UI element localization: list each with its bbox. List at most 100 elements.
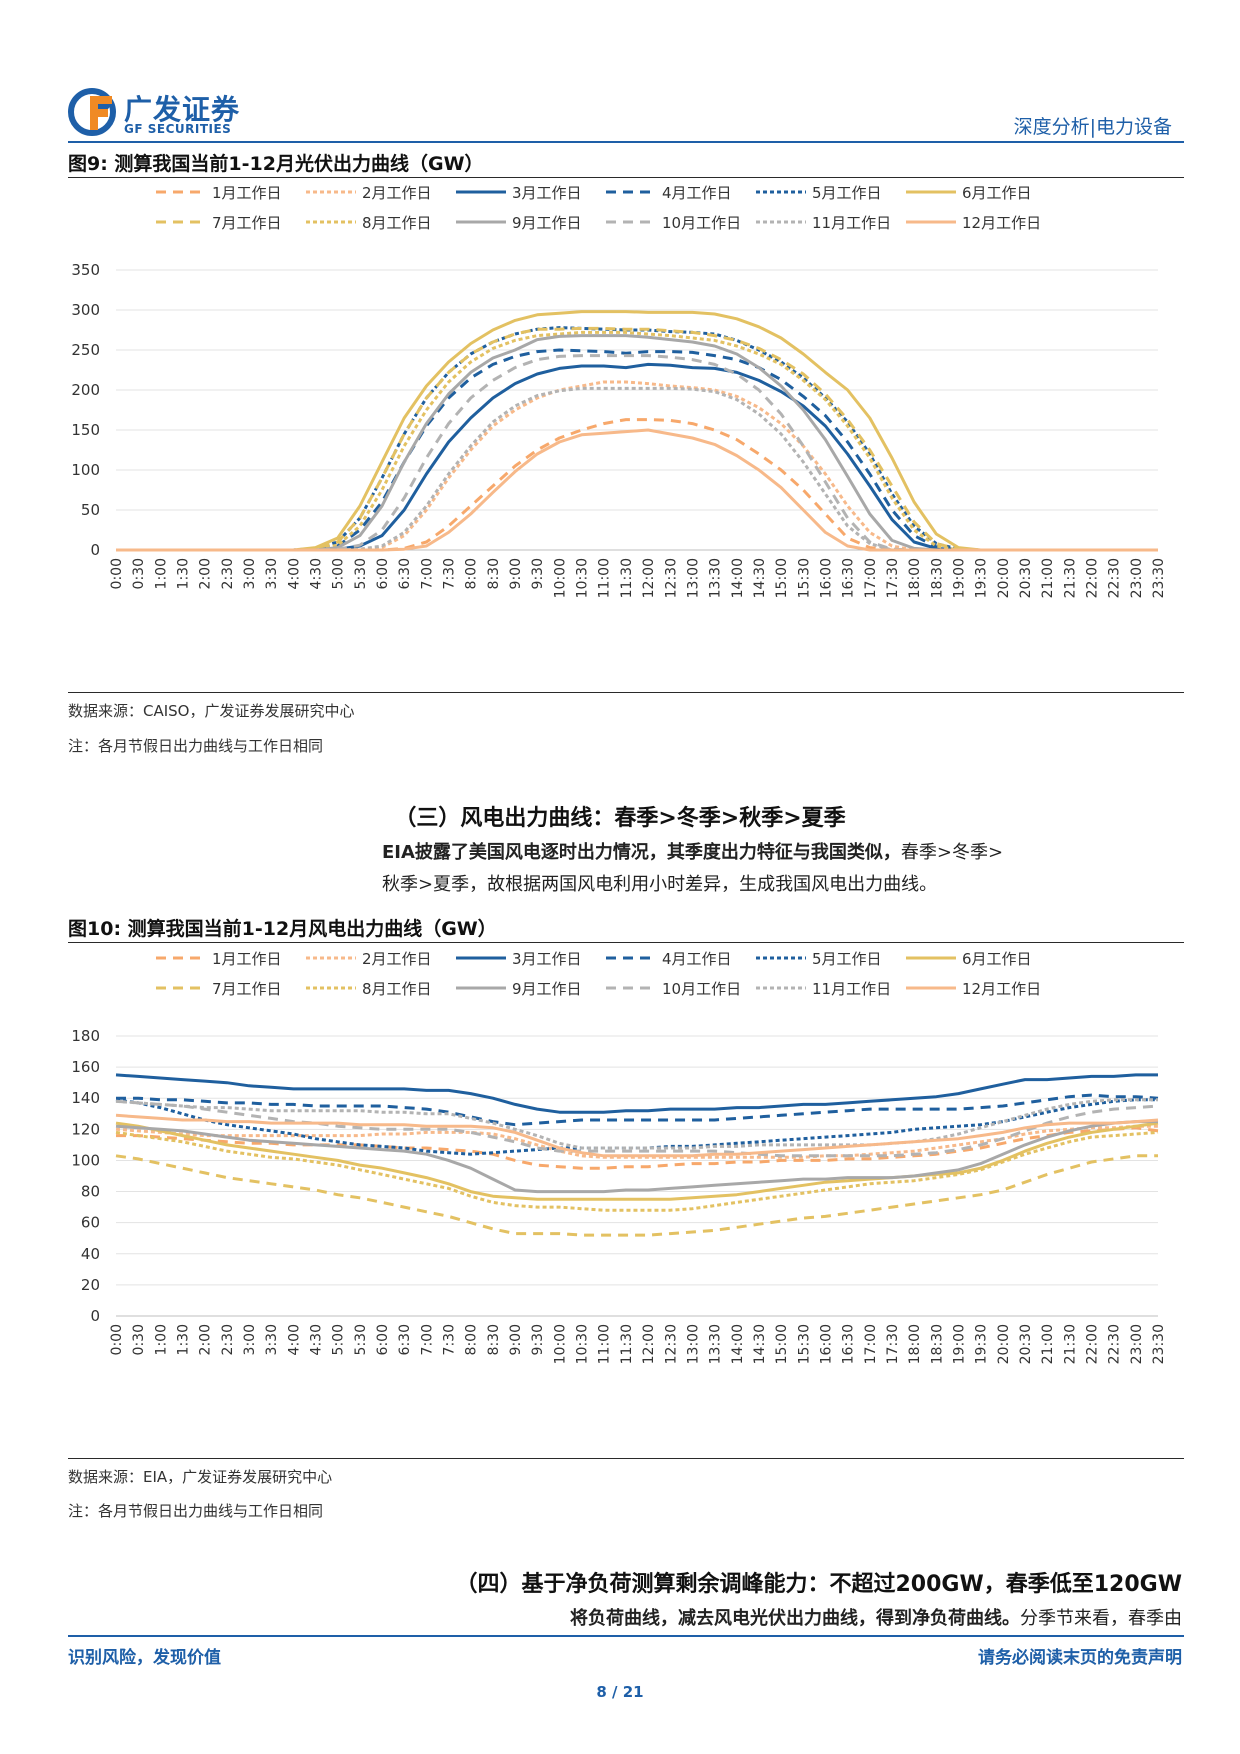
- fig10-legend-label: 5月工作日: [812, 950, 882, 968]
- fig10-x-tick-label: 0:00: [109, 1324, 125, 1355]
- fig10-x-tick-label: 18:30: [929, 1324, 945, 1364]
- fig10-x-tick-label: 12:00: [641, 1324, 657, 1364]
- fig10-x-tick-label: 11:00: [597, 1324, 613, 1364]
- fig9-x-tick-label: 0:00: [109, 558, 125, 589]
- fig9-x-tick-label: 22:00: [1084, 558, 1100, 598]
- fig10-legend-item: 2月工作日: [306, 950, 432, 968]
- fig9-x-tick-label: 14:30: [752, 558, 768, 598]
- fig9-bottom-rule: [68, 692, 1184, 693]
- fig9-x-tick-label: 13:30: [708, 558, 724, 598]
- fig9-x-tick-label: 16:00: [818, 558, 834, 598]
- fig9-x-tick-label: 21:30: [1062, 558, 1078, 598]
- fig10-series-line: [115, 1120, 1158, 1194]
- fig10-x-tick-label: 12:30: [663, 1324, 679, 1364]
- fig10-x-tick-label: 8:00: [464, 1324, 480, 1355]
- section3-para-rest1: 春季>冬季>: [900, 842, 1004, 863]
- fig9-x-tick-label: 8:00: [464, 558, 480, 589]
- fig10-x-tick-label: 13:00: [685, 1324, 701, 1364]
- fig10-x-tick-label: 6:00: [375, 1324, 391, 1355]
- fig9-x-tick-label: 5:00: [331, 558, 347, 589]
- fig9-series-line: [116, 380, 1158, 552]
- fig9-y-tick-label: 250: [71, 341, 100, 359]
- section4-heading: （四）基于净负荷测算剩余调峰能力：不超过200GW，春季低至120GW: [455, 1572, 1183, 1597]
- fig9-legend-item: 1月工作日: [156, 184, 282, 202]
- fig9-legend-label: 5月工作日: [812, 184, 882, 202]
- fig10-x-tick-label: 7:00: [419, 1324, 435, 1355]
- fig10-x-tick-label: 9:00: [508, 1324, 524, 1355]
- fig9-y-tick-label: 0: [90, 541, 100, 559]
- fig10-legend-label: 9月工作日: [512, 980, 582, 998]
- section4-paragraph: 将负荷曲线，减去风电光伏出力曲线，得到净负荷曲线。分季节来看，春季由: [570, 1604, 1182, 1630]
- fig10-x-tick-label: 5:30: [353, 1324, 369, 1355]
- fig10-x-tick-label: 23:30: [1151, 1324, 1167, 1364]
- fig10-bottom-rule: [68, 1458, 1184, 1459]
- fig10-x-tick-label: 17:00: [863, 1324, 879, 1364]
- fig10-source: 数据来源：EIA，广发证券发展研究中心: [68, 1468, 333, 1486]
- fig9-legend-item: 11月工作日: [756, 214, 891, 232]
- fig9-x-tick-label: 20:00: [996, 558, 1012, 598]
- fig10-legend-item: 10月工作日: [606, 980, 741, 998]
- footer-right: 请务必阅读末页的免责声明: [978, 1648, 1182, 1668]
- fig9-x-tick-label: 4:30: [309, 558, 325, 589]
- fig10-legend-item: 7月工作日: [156, 980, 282, 998]
- fig10-y-tick-label: 160: [71, 1058, 100, 1076]
- fig10-legend-label: 4月工作日: [662, 950, 732, 968]
- fig9-x-tick-label: 9:00: [508, 558, 524, 589]
- fig10-x-tick-label: 14:00: [730, 1324, 746, 1364]
- logo-en: GF SECURITIES: [124, 122, 232, 136]
- fig10-top-rule: [68, 942, 1184, 943]
- fig9-legend-item: 4月工作日: [606, 184, 732, 202]
- fig9-x-tick-label: 1:30: [176, 558, 192, 589]
- fig9-x-tick-label: 11:30: [619, 558, 635, 598]
- fig9-x-tick-label: 15:00: [774, 558, 790, 598]
- fig9-legend-label: 7月工作日: [212, 214, 282, 232]
- fig10-legend-label: 1月工作日: [212, 950, 282, 968]
- fig10-series-line: [115, 1073, 1158, 1114]
- fig10-title: 图10: 测算我国当前1-12月风电出力曲线（GW）: [68, 918, 497, 940]
- fig9-legend-item: 5月工作日: [756, 184, 882, 202]
- fig9-top-rule: [68, 177, 1184, 178]
- fig9-x-tick-label: 3:00: [242, 558, 258, 589]
- fig9-series-line: [116, 326, 1158, 552]
- fig10-x-tick-label: 21:30: [1062, 1324, 1078, 1364]
- fig9-x-tick-label: 10:30: [575, 558, 591, 598]
- fig10-x-tick-label: 7:30: [442, 1324, 458, 1355]
- fig10-y-tick-label: 140: [71, 1089, 100, 1107]
- fig10-x-tick-label: 22:30: [1107, 1324, 1123, 1364]
- fig10-y-tick-label: 40: [81, 1245, 100, 1263]
- fig9-series-line: [116, 418, 1158, 552]
- fig9-x-tick-label: 2:30: [220, 558, 236, 589]
- fig9-note: 注：各月节假日出力曲线与工作日相同: [68, 737, 324, 755]
- fig9-x-tick-label: 3:30: [264, 558, 280, 589]
- fig9-x-tick-label: 12:00: [641, 558, 657, 598]
- fig9-series-line: [116, 362, 1158, 552]
- fig9-x-tick-label: 19:00: [951, 558, 967, 598]
- logo-mark-icon: [68, 88, 116, 136]
- fig9-series-line: [116, 334, 1158, 552]
- fig10-y-tick-label: 120: [71, 1120, 100, 1138]
- footer-left: 识别风险，发现价值: [68, 1648, 221, 1668]
- fig10-legend-label: 12月工作日: [962, 980, 1041, 998]
- fig9-y-tick-label: 350: [71, 261, 100, 279]
- fig10-x-tick-label: 15:00: [774, 1324, 790, 1364]
- fig10-x-tick-label: 3:30: [264, 1324, 280, 1355]
- fig9-x-tick-label: 4:00: [286, 558, 302, 589]
- fig9-legend-item: 6月工作日: [906, 184, 1032, 202]
- fig10-legend-item: 11月工作日: [756, 980, 891, 998]
- fig10-y-tick-label: 20: [81, 1276, 100, 1294]
- fig9-x-tick-label: 6:00: [375, 558, 391, 589]
- fig10-series-line: [115, 1098, 1158, 1150]
- fig9-y-tick-label: 150: [71, 421, 100, 439]
- fig10-x-tick-label: 14:30: [752, 1324, 768, 1364]
- fig10-series-line: [115, 1099, 1159, 1158]
- fig9-series-line: [116, 354, 1158, 552]
- fig10-x-tick-label: 16:00: [818, 1324, 834, 1364]
- footer-divider: [68, 1635, 1184, 1637]
- fig10-x-tick-label: 0:30: [131, 1324, 147, 1355]
- fig10-chart: 1月工作日 2月工作日 3月工作日 4月工作日 5月工作日 6月工作日 7月工作日 8月工作日…: [71, 950, 1167, 1364]
- fig9-x-tick-label: 18:30: [929, 558, 945, 598]
- fig10-series-line: [115, 1130, 1159, 1212]
- fig9-series-line: [116, 428, 1158, 552]
- fig10-x-tick-label: 23:00: [1129, 1324, 1145, 1364]
- fig10-x-tick-label: 8:30: [486, 1324, 502, 1355]
